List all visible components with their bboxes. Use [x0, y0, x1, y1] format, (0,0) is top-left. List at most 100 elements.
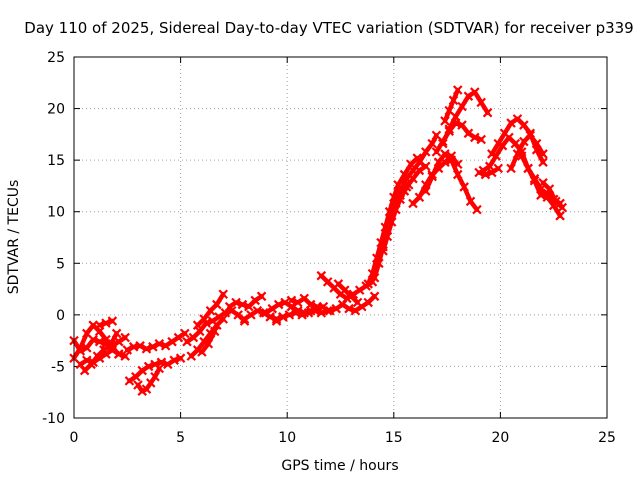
data-point-arc-2: [75, 343, 86, 353]
data-point-arc-12: [209, 326, 220, 337]
data-point-arc-15: [261, 308, 271, 318]
data-point-arc-16: [303, 308, 314, 318]
data-point-arc-3: [113, 349, 124, 359]
x-tick-label: 25: [598, 430, 616, 446]
x-tick-label: 0: [70, 430, 79, 446]
data-point-arc-28: [470, 87, 480, 97]
data-point-arc-33: [487, 167, 497, 178]
data-point-arc-30: [510, 138, 521, 149]
data-point-arc-23: [382, 231, 393, 242]
x-tick-label: 15: [385, 430, 403, 446]
data-point-arc-24: [414, 165, 425, 176]
data-point-arc-4: [99, 345, 109, 355]
data-point-arc-36: [555, 198, 565, 209]
data-point-arc-6: [154, 338, 165, 349]
data-point-arc-16: [271, 316, 282, 326]
data-point-arc-25: [452, 169, 463, 180]
data-points: [69, 85, 568, 396]
data-point-arc-9: [182, 336, 192, 347]
y-tick-label: 5: [56, 256, 65, 272]
x-tick-label: 10: [278, 430, 296, 446]
data-point-arc-32: [525, 130, 536, 141]
data-point-arc-7: [163, 359, 173, 370]
data-point-arc-22: [374, 258, 384, 269]
data-point-arc-27: [476, 134, 486, 145]
data-point-arc-14: [239, 314, 250, 324]
data-point-arc-28: [457, 101, 467, 112]
data-point-arc-12: [197, 347, 207, 357]
data-point-arc-22: [421, 147, 431, 157]
series-line-arc-22: [372, 133, 439, 280]
data-point-arc-6: [173, 332, 184, 343]
data-point-arc-4: [111, 328, 122, 339]
data-point-arc-15: [273, 299, 284, 310]
data-point-arc-14: [252, 305, 263, 316]
data-point-arc-23: [378, 246, 388, 256]
y-tick-label: 15: [47, 153, 65, 169]
data-point-arc-9: [195, 326, 205, 337]
data-point-arc-16: [316, 308, 327, 318]
y-tick-label: 25: [47, 50, 65, 66]
data-point-arc-7: [156, 357, 167, 368]
chart-title: Day 110 of 2025, Sidereal Day-to-day VTE…: [24, 19, 633, 37]
data-point-arc-5: [94, 320, 105, 330]
x-axis-label: GPS time / hours: [281, 458, 398, 474]
data-point-arc-5: [101, 318, 111, 328]
data-point-arc-8: [133, 380, 143, 390]
data-point-arc-25: [472, 204, 482, 215]
data-point-arc-5: [107, 316, 118, 326]
plot-frame: [73, 56, 608, 419]
data-point-arc-25: [465, 196, 476, 207]
data-point-arc-32: [506, 163, 516, 174]
data-point-arc-6: [141, 344, 152, 354]
data-point-arc-34: [529, 173, 540, 184]
data-point-arc-8: [145, 378, 156, 388]
data-point-arc-28: [444, 124, 455, 134]
data-point-arc-13: [250, 295, 260, 306]
data-point-arc-22: [427, 138, 437, 149]
data-point-arc-4: [86, 359, 96, 370]
data-point-arc-27: [463, 128, 474, 139]
data-point-arc-16: [290, 308, 301, 318]
data-point-arc-6: [148, 342, 158, 352]
data-point-arc-33: [493, 163, 504, 174]
data-point-arc-7: [137, 365, 148, 376]
axis-ticks: 0 5 10 15 20 25 -10 -5 0 5 10 15 20 25: [42, 50, 616, 446]
data-point-arc-2: [82, 328, 92, 339]
data-point-arc-27: [431, 147, 442, 157]
data-point-arc-13: [237, 299, 248, 310]
data-point-arc-24: [408, 173, 418, 184]
data-point-arc-13: [256, 291, 267, 302]
x-tick-label: 5: [176, 430, 185, 446]
data-point-arc-33: [480, 169, 491, 180]
data-point-arc-8: [150, 371, 160, 382]
y-tick-label: 0: [56, 308, 65, 324]
data-point-arc-2: [101, 334, 111, 345]
y-tick-label: -10: [42, 411, 65, 427]
data-point-arc-7: [175, 353, 186, 363]
data-point-arc-28: [463, 91, 474, 101]
data-point-arc-32: [538, 149, 548, 159]
data-point-arc-13: [231, 297, 241, 308]
data-point-arc-26: [421, 180, 431, 190]
data-point-arc-7: [143, 361, 154, 372]
series-line-arc-29: [442, 87, 461, 124]
data-point-arc-19: [325, 305, 335, 316]
data-point-arc-16: [284, 310, 295, 320]
data-point-arc-24: [421, 161, 431, 172]
data-point-arc-31: [493, 138, 504, 149]
data-point-arc-34: [523, 163, 533, 174]
data-point-arc-20: [352, 297, 363, 308]
data-point-arc-34: [555, 211, 565, 221]
data-point-arc-25: [459, 182, 469, 192]
data-point-arc-28: [476, 97, 486, 108]
data-point-arc-6: [180, 328, 190, 339]
data-point-arc-14: [246, 310, 256, 320]
data-point-arc-1: [94, 336, 105, 347]
y-tick-label: 10: [47, 205, 65, 221]
data-point-arc-23: [386, 217, 397, 227]
data-point-arc-26: [452, 159, 463, 170]
data-point-arc-27: [457, 120, 467, 130]
y-tick-label: -5: [51, 359, 65, 375]
